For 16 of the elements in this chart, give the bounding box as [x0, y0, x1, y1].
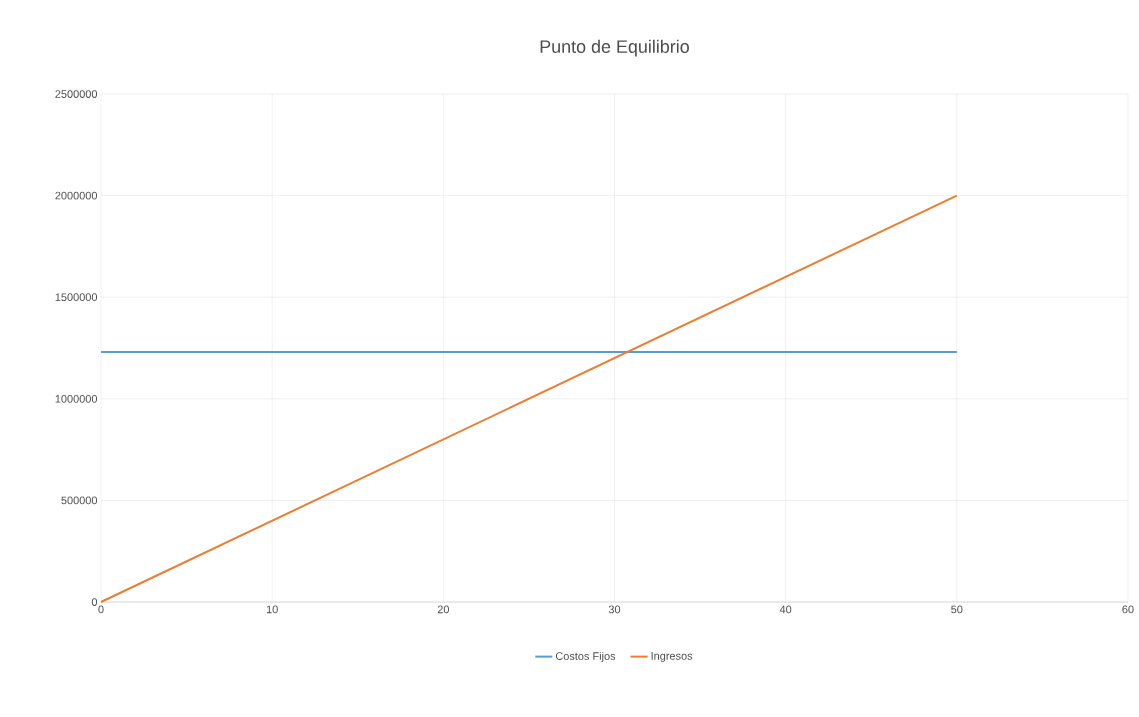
x-tick-label: 0	[98, 605, 104, 614]
x-tick-label: 20	[437, 605, 449, 614]
y-tick-label: 1500000	[55, 293, 98, 302]
x-tick-label: 30	[608, 605, 621, 614]
y-tick-label: 2500000	[55, 90, 98, 98]
y-tick-label: 0	[91, 598, 98, 606]
x-tick-label: 50	[951, 605, 963, 614]
y-tick-label: 1000000	[55, 394, 98, 403]
y-tick-label: 2000000	[55, 191, 98, 200]
x-tick-label: 40	[779, 605, 792, 614]
chart-title: Punto de Equilibrio	[540, 39, 689, 57]
x-tick-label: 60	[1122, 605, 1134, 614]
y-tick-label: 500000	[61, 496, 98, 505]
x-tick-label: 10	[266, 605, 278, 614]
legend-label: Ingresos	[651, 652, 693, 662]
legend-label: Costos Fijos	[555, 651, 616, 663]
